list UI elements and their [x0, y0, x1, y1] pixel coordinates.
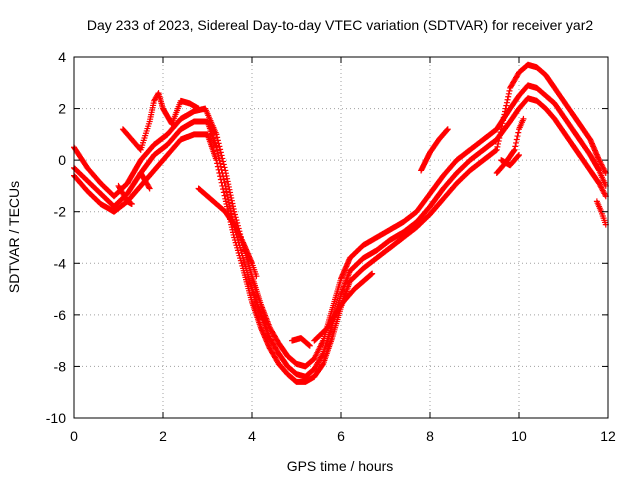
- y-axis-ticks: -10 -8 -6 -4 -2 0 2 4: [46, 49, 608, 426]
- series-5: [195, 185, 260, 280]
- series-1: [71, 82, 609, 370]
- series-13: [498, 151, 522, 169]
- y-tick-label: -6: [54, 307, 67, 323]
- y-tick-label: -8: [54, 358, 67, 374]
- series-10: [418, 126, 451, 174]
- chart-title: Day 233 of 2023, Sidereal Day-to-day VTE…: [87, 17, 593, 33]
- series-9: [289, 335, 313, 349]
- series-markers: [418, 126, 451, 174]
- x-tick-label: 6: [337, 428, 345, 444]
- y-axis-label: SDTVAR / TECUs: [6, 181, 22, 293]
- series-7: [137, 170, 153, 192]
- y-tick-label: -10: [46, 410, 66, 426]
- y-tick-label: 0: [58, 152, 66, 168]
- x-tick-label: 8: [426, 428, 434, 444]
- y-tick-label: 2: [58, 101, 66, 117]
- series-markers: [71, 95, 609, 380]
- series-markers: [195, 185, 260, 280]
- gridlines: [74, 57, 608, 418]
- series-markers: [311, 270, 376, 344]
- series-markers: [115, 182, 135, 207]
- series-2: [71, 95, 609, 380]
- series-markers: [498, 151, 522, 169]
- series-markers: [71, 82, 609, 370]
- x-axis-ticks: 0 2 4 6 8 10 12: [70, 57, 616, 444]
- y-tick-label: -4: [54, 255, 67, 271]
- x-tick-label: 0: [70, 428, 78, 444]
- series-4: [119, 90, 202, 153]
- series-8: [311, 270, 376, 344]
- series-markers: [137, 170, 153, 192]
- series-markers: [119, 90, 202, 153]
- series-6: [115, 182, 135, 207]
- x-axis-label: GPS time / hours: [287, 458, 394, 474]
- series-markers: [289, 335, 313, 349]
- x-tick-label: 12: [600, 428, 616, 444]
- y-tick-label: 4: [58, 49, 66, 65]
- data-points: [71, 61, 609, 385]
- series-12: [593, 198, 609, 228]
- series-markers: [593, 198, 609, 228]
- y-tick-label: -2: [54, 204, 67, 220]
- x-tick-label: 2: [159, 428, 167, 444]
- x-tick-label: 4: [248, 428, 256, 444]
- x-tick-label: 10: [511, 428, 527, 444]
